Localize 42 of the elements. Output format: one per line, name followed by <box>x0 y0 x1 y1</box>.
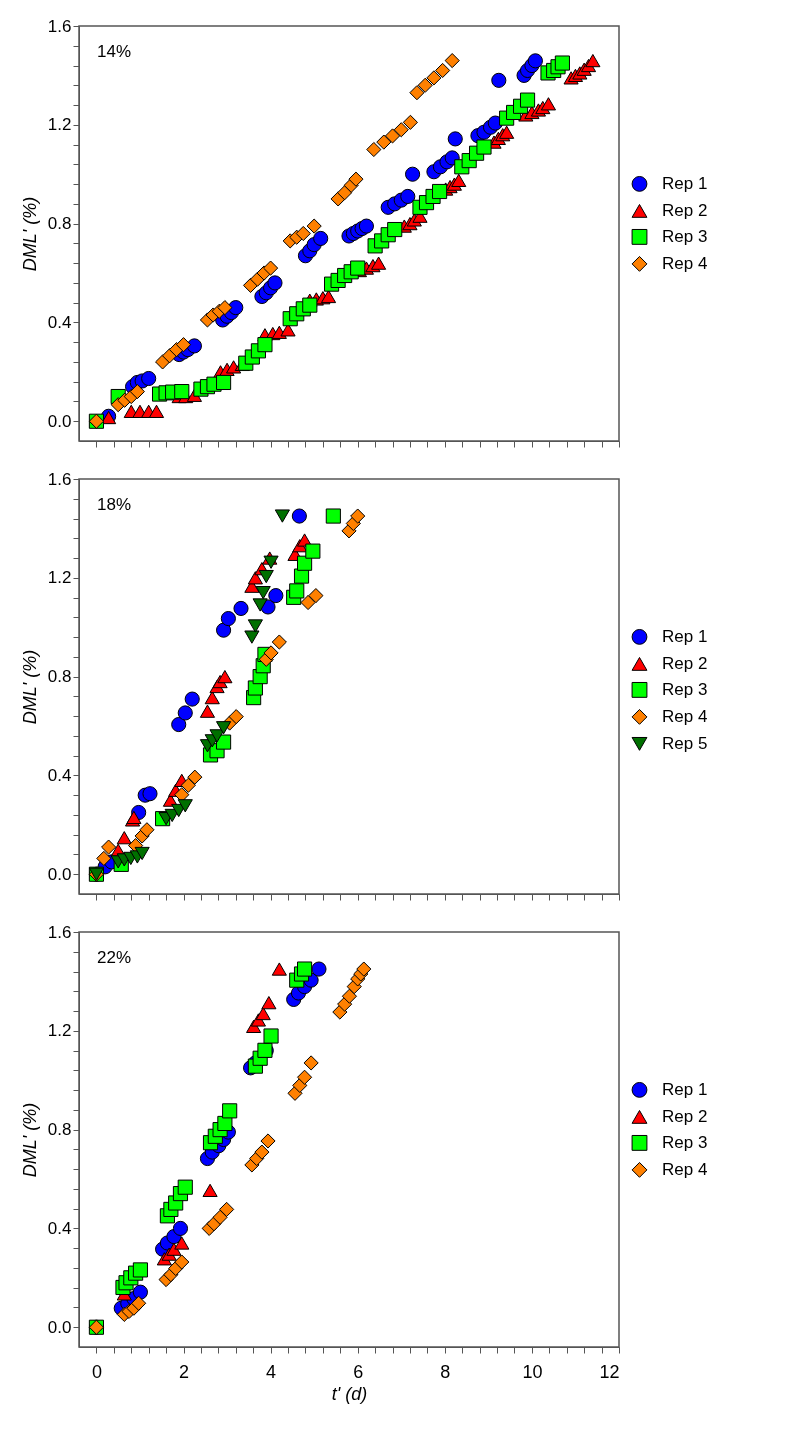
legend-label: Rep 4 <box>662 253 708 273</box>
x-tick-label: 2 <box>179 1361 190 1382</box>
legend-label: Rep 2 <box>662 653 708 673</box>
x-axis-title: t' (d) <box>331 1383 368 1404</box>
legend-label: Rep 3 <box>662 1132 708 1152</box>
y-tick-label: 1.6 <box>47 469 72 489</box>
y-tick-label: 1.6 <box>47 922 72 942</box>
x-tick-label: 12 <box>599 1361 620 1382</box>
y-tick-label: 1.2 <box>47 568 72 588</box>
x-tick-label: 8 <box>440 1361 451 1382</box>
legend-label: Rep 3 <box>662 679 708 699</box>
legend-label: Rep 3 <box>662 226 708 246</box>
y-tick-label: 0.8 <box>47 1120 72 1140</box>
x-tick-label: 6 <box>353 1361 364 1382</box>
annotation: 14% <box>97 42 132 61</box>
x-tick-label: 10 <box>522 1361 543 1382</box>
y-axis-title: DML' (%) <box>19 196 40 272</box>
y-tick-label: 1.2 <box>47 1021 72 1041</box>
annotation: 18% <box>97 495 132 514</box>
y-tick-label: 1.6 <box>47 16 72 36</box>
legend-label: Rep 2 <box>662 1106 708 1126</box>
y-tick-label: 0.0 <box>47 864 72 884</box>
x-tick-label: 0 <box>91 1361 102 1382</box>
x-tick-label: 4 <box>266 1361 277 1382</box>
legend-label: Rep 1 <box>662 626 708 646</box>
y-tick-label: 0.8 <box>47 667 72 687</box>
legend-label: Rep 4 <box>662 706 708 726</box>
y-tick-label: 0.8 <box>47 214 72 234</box>
y-axis-title: DML' (%) <box>19 649 40 725</box>
y-tick-label: 0.0 <box>47 411 72 431</box>
y-tick-label: 0.4 <box>47 1218 72 1238</box>
y-tick-label: 0.4 <box>47 312 72 332</box>
legend-label: Rep 2 <box>662 200 708 220</box>
annotation: 22% <box>97 948 132 967</box>
legend-label: Rep 4 <box>662 1159 708 1179</box>
legend-label: Rep 1 <box>662 1079 708 1099</box>
y-axis-title: DML' (%) <box>19 1102 40 1178</box>
legend-label: Rep 1 <box>662 173 708 193</box>
y-tick-label: 0.0 <box>47 1317 72 1337</box>
y-tick-label: 1.2 <box>47 115 72 135</box>
y-tick-label: 0.4 <box>47 765 72 785</box>
legend-label: Rep 5 <box>662 733 708 753</box>
